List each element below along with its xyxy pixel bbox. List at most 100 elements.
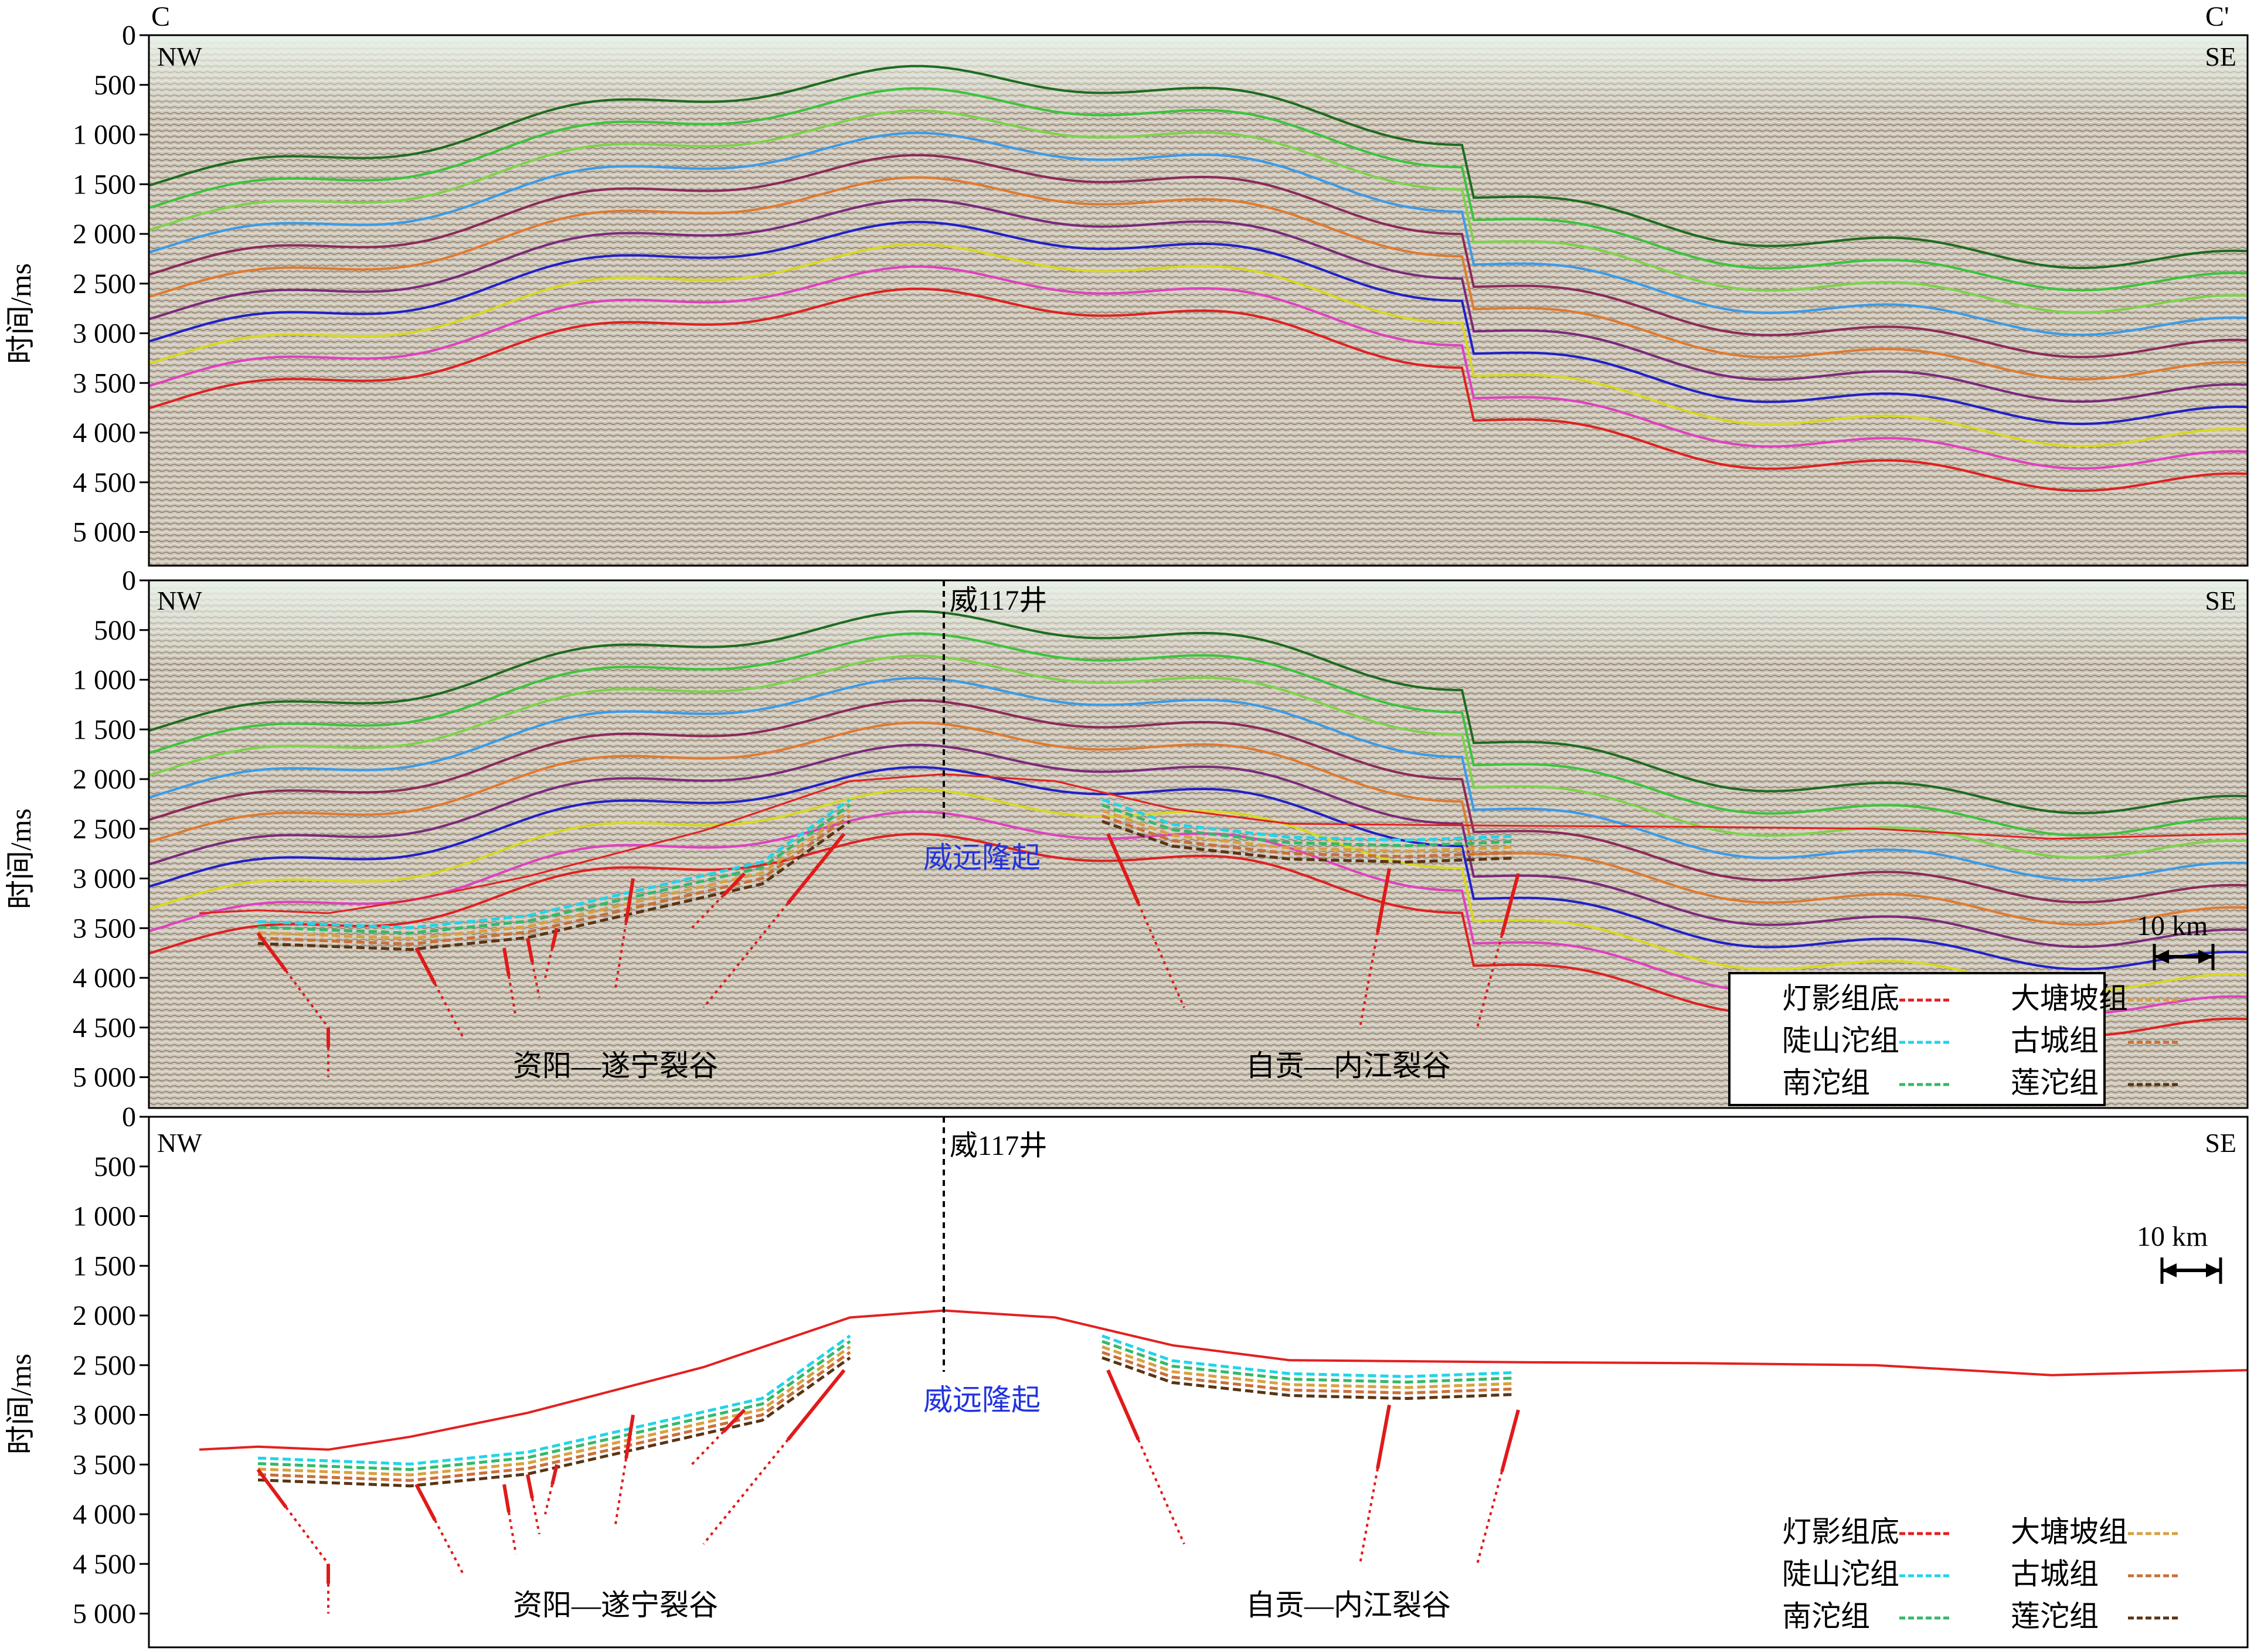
- fault-line: [722, 872, 746, 897]
- formation-line: [1101, 1356, 1513, 1401]
- uplift-label: 威远隆起: [923, 1384, 1041, 1416]
- legend-label: 大塘坡组: [2011, 1515, 2128, 1548]
- seismic-horizon: [148, 766, 2248, 971]
- dengying-base-line: [199, 1309, 2248, 1451]
- rift-label-1: 资阳—遂宁裂谷: [513, 1589, 718, 1622]
- y-tick-label: 0: [122, 20, 136, 51]
- faults-bottom: [256, 1369, 1520, 1614]
- legend-label: 莲沱组: [2011, 1600, 2099, 1633]
- legend-label: 陡山沱组: [1782, 1558, 1899, 1590]
- fault-line: [256, 932, 288, 972]
- fault-line-dotted: [1359, 1468, 1379, 1565]
- legend-label: 灯影组底: [1782, 1515, 1899, 1548]
- formation-line: [1101, 798, 1513, 842]
- seismic-horizon: [148, 131, 2248, 336]
- y-ticks-top: 0 500 1 000 1 500 2 000 2 500 3 000 3 500 4 000 4…: [73, 20, 149, 548]
- fault-line: [256, 1468, 288, 1508]
- panel-frame: [148, 34, 2249, 567]
- rift-fill-middle: [199, 773, 2248, 951]
- y-tick-label: 1 000: [73, 120, 136, 151]
- y-tick-label: 500: [94, 1151, 136, 1182]
- drawing-background: [149, 1117, 2248, 1647]
- seismic-horizon: [148, 87, 2248, 292]
- fault-line-dotted: [531, 1498, 540, 1535]
- fault-line-dotted: [508, 1512, 517, 1555]
- panel-frame: [148, 579, 2249, 1109]
- formation-line: [1101, 1340, 1513, 1384]
- y-axis-title-top: 时间/ms: [4, 263, 37, 364]
- y-tick-label: 2 000: [73, 219, 136, 250]
- formation-line: [1101, 1334, 1513, 1378]
- legend-label: 陡山沱组: [1782, 1024, 1899, 1057]
- fault-line-dotted: [1359, 932, 1379, 1028]
- seismic-horizon: [148, 721, 2248, 926]
- dir-label-se: SE: [2205, 586, 2236, 616]
- fault-line: [624, 878, 635, 923]
- dir-label-nw: NW: [157, 586, 202, 616]
- legend-label: 古城组: [2011, 1558, 2099, 1590]
- formation-line: [257, 1351, 851, 1482]
- seismic-horizon: [148, 677, 2248, 882]
- fault-line-dotted: [1137, 1439, 1185, 1545]
- fault-line-dotted: [434, 983, 464, 1038]
- fault-line: [414, 1483, 437, 1521]
- panel-top: NW SE 0 500 1 000 1 500 2 000 2 500 3 000 3 500…: [73, 20, 2249, 567]
- legend-label: 古城组: [2011, 1024, 2099, 1057]
- fault-line: [502, 947, 511, 977]
- seismic-horizon: [148, 243, 2248, 448]
- seismic-horizon: [148, 265, 2248, 470]
- y-tick-label: 500: [94, 70, 136, 101]
- formation-line: [257, 809, 851, 940]
- y-tick-label: 1 500: [73, 169, 136, 200]
- formation-line: [1101, 820, 1513, 864]
- fault-line-dotted: [544, 1484, 553, 1515]
- fault-line-dotted: [1137, 903, 1185, 1008]
- fault-line: [526, 1474, 534, 1499]
- fault-line: [624, 1415, 635, 1459]
- fault-line-dotted: [285, 970, 329, 1028]
- legend-label: 大塘坡组: [2011, 982, 2128, 1015]
- fault-line: [1106, 833, 1140, 905]
- y-tick-label: 0: [122, 1102, 136, 1133]
- legend-label: 南沱组: [1782, 1066, 1870, 1099]
- formation-line: [257, 814, 851, 946]
- fault-line: [1500, 873, 1520, 936]
- seismic-haze: [149, 35, 2248, 117]
- formation-line: [257, 820, 851, 951]
- dir-label-nw: NW: [157, 42, 202, 72]
- fault-line-dotted: [702, 1439, 789, 1545]
- legend-label: 南沱组: [1782, 1600, 1870, 1633]
- y-tick-label: 1 000: [73, 665, 136, 696]
- y-axis-titles: 时间/ms 时间/ms 时间/ms: [4, 263, 37, 1454]
- formation-line: [1101, 809, 1513, 853]
- y-tick-label: 500: [94, 615, 136, 646]
- y-tick-label: 5 000: [73, 1062, 136, 1093]
- rift-label-1: 资阳—遂宁裂谷: [513, 1049, 718, 1082]
- y-tick-label: 5 000: [73, 1599, 136, 1630]
- y-tick-label: 2 500: [73, 268, 136, 300]
- fault-line-dotted: [285, 1506, 329, 1565]
- y-tick-label: 4 500: [73, 1549, 136, 1580]
- y-ticks-bottom: 0 500 1 000 1 500 2 000 2 500 3 000 3 500 4 000 4…: [73, 1102, 149, 1630]
- well-label: 威117井: [950, 585, 1047, 616]
- fault-line-dotted: [691, 1430, 725, 1466]
- faults-middle: [256, 832, 1520, 1077]
- scale-bar-label: 10 km: [2137, 1221, 2208, 1252]
- fault-line: [722, 1408, 746, 1433]
- y-tick-label: 2 500: [73, 1350, 136, 1381]
- fault-line-dotted: [1476, 1471, 1503, 1565]
- panel-middle: 威117井 威远隆起 资阳—遂宁裂谷 自贡—内江裂谷 NW SE 10 km 灯…: [73, 565, 2249, 1109]
- y-tick-label: 4 000: [73, 1499, 136, 1530]
- y-tick-label: 3 000: [73, 318, 136, 349]
- y-tick-label: 4 000: [73, 417, 136, 448]
- fault-line: [1376, 868, 1391, 933]
- fault-line: [1106, 1369, 1140, 1441]
- fault-line: [786, 1369, 846, 1441]
- scale-bar-label: 10 km: [2137, 910, 2208, 941]
- formation-line: [1101, 814, 1513, 858]
- fault-line: [550, 1464, 559, 1485]
- rift-label-2: 自贡—内江裂谷: [1246, 1589, 1451, 1622]
- dir-label-se: SE: [2205, 42, 2236, 72]
